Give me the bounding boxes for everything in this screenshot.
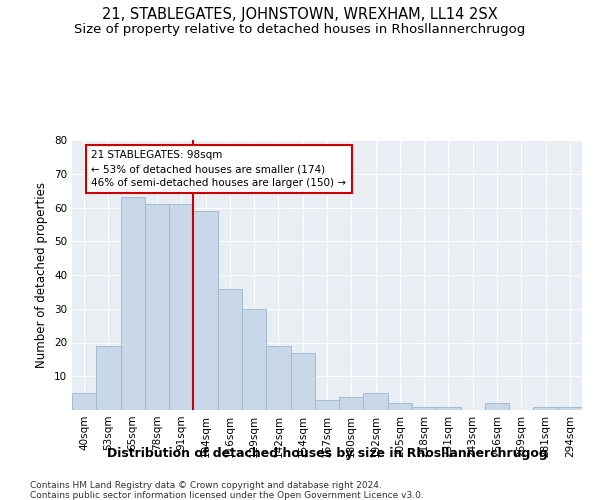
Bar [121, 198, 145, 410]
Bar [266, 346, 290, 410]
Bar [290, 352, 315, 410]
Bar [169, 204, 193, 410]
Bar [412, 406, 436, 410]
Bar [388, 403, 412, 410]
Bar [193, 211, 218, 410]
Bar [145, 204, 169, 410]
Text: Size of property relative to detached houses in Rhosllannerchrugog: Size of property relative to detached ho… [74, 22, 526, 36]
Bar [364, 393, 388, 410]
Y-axis label: Number of detached properties: Number of detached properties [35, 182, 49, 368]
Text: Contains public sector information licensed under the Open Government Licence v3: Contains public sector information licen… [30, 491, 424, 500]
Text: Contains HM Land Registry data © Crown copyright and database right 2024.: Contains HM Land Registry data © Crown c… [30, 481, 382, 490]
Bar [218, 288, 242, 410]
Bar [558, 406, 582, 410]
Bar [96, 346, 121, 410]
Bar [242, 308, 266, 410]
Text: 21, STABLEGATES, JOHNSTOWN, WREXHAM, LL14 2SX: 21, STABLEGATES, JOHNSTOWN, WREXHAM, LL1… [102, 8, 498, 22]
Bar [72, 393, 96, 410]
Text: 21 STABLEGATES: 98sqm
← 53% of detached houses are smaller (174)
46% of semi-det: 21 STABLEGATES: 98sqm ← 53% of detached … [91, 150, 346, 188]
Bar [485, 403, 509, 410]
Bar [339, 396, 364, 410]
Bar [436, 406, 461, 410]
Bar [533, 406, 558, 410]
Text: Distribution of detached houses by size in Rhosllannerchrugog: Distribution of detached houses by size … [107, 448, 547, 460]
Bar [315, 400, 339, 410]
